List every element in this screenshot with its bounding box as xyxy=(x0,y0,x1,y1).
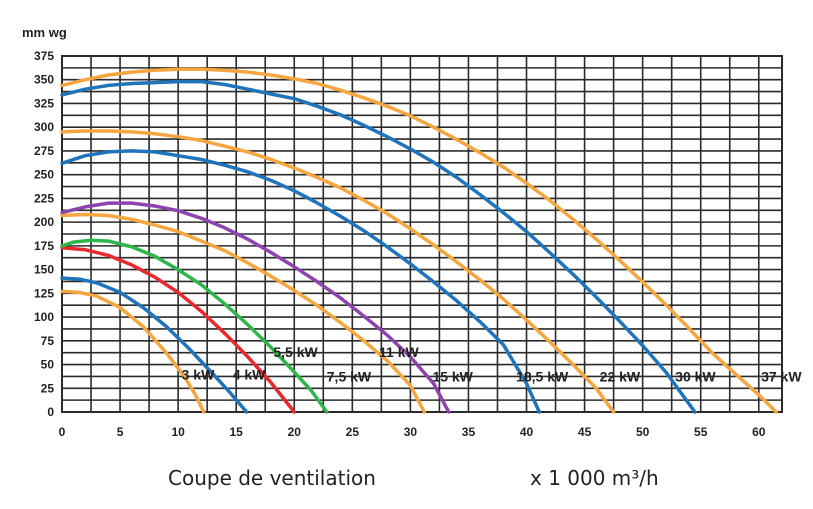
curve-labels: 3 kW 4 kW 5,5 kW 7,5 kW 11 kW 15 kW 18,5 kW 22 … xyxy=(182,344,803,385)
y-axis-label: mm wg xyxy=(22,25,67,40)
y-tick-label: 325 xyxy=(34,96,54,110)
x-axis-unit-label: x 1 000 m³/h xyxy=(530,466,659,490)
axes: 0255075100125150175200225250275300325350… xyxy=(34,49,766,439)
y-tick-label: 250 xyxy=(34,168,54,182)
y-tick-label: 150 xyxy=(34,263,54,277)
series-group xyxy=(60,67,778,414)
y-tick-label: 200 xyxy=(34,215,54,229)
y-tick-label: 125 xyxy=(34,286,54,300)
x-tick-label: 55 xyxy=(694,425,708,439)
x-tick-label: 45 xyxy=(578,425,592,439)
curve-label: 5,5 kW xyxy=(273,344,318,360)
x-tick-label: 0 xyxy=(59,425,66,439)
x-tick-label: 15 xyxy=(230,425,244,439)
series-line-22-kw xyxy=(60,129,616,414)
series-line-11-kw xyxy=(60,212,427,414)
curve-label: 15 kW xyxy=(432,369,473,385)
y-tick-label: 175 xyxy=(34,239,54,253)
series-line-18-5-kw xyxy=(60,149,542,414)
y-tick-label: 75 xyxy=(41,334,55,348)
series-line-30-kw xyxy=(60,79,697,414)
y-tick-label: 275 xyxy=(34,144,54,158)
y-tick-label: 300 xyxy=(34,120,54,134)
x-tick-label: 25 xyxy=(346,425,360,439)
series-line-3-kw xyxy=(60,289,206,414)
x-tick-label: 60 xyxy=(752,425,766,439)
y-tick-label: 350 xyxy=(34,73,54,87)
x-tick-label: 10 xyxy=(171,425,185,439)
x-tick-label: 50 xyxy=(636,425,650,439)
x-tick-label: 5 xyxy=(117,425,124,439)
series-line-7-5-kw xyxy=(60,238,329,414)
plot-frame xyxy=(61,55,783,413)
y-tick-label: 50 xyxy=(41,358,55,372)
x-axis-label: Coupe de ventilation xyxy=(168,466,376,490)
curve-label: 11 kW xyxy=(379,344,419,360)
series-line-37-kw xyxy=(60,67,778,414)
y-tick-label: 225 xyxy=(34,191,54,205)
x-tick-label: 40 xyxy=(520,425,534,439)
curve-label: 3 kW xyxy=(182,367,215,383)
series-line-4-kw xyxy=(60,276,249,414)
y-tick-label: 375 xyxy=(34,49,54,63)
series-line-15-kw xyxy=(60,201,451,414)
y-tick-label: 0 xyxy=(47,405,54,419)
curve-label: 30 kW xyxy=(675,369,716,385)
y-tick-label: 25 xyxy=(41,381,55,395)
curve-label: 7,5 kW xyxy=(327,369,372,385)
curve-label: 18,5 kW xyxy=(516,369,569,385)
y-tick-label: 100 xyxy=(34,310,54,324)
curve-label: 37 kW xyxy=(761,369,802,385)
grid xyxy=(61,55,783,413)
fan-curve-chart: mm wg 0255075100125150175200225250275300… xyxy=(22,25,803,439)
x-tick-label: 20 xyxy=(288,425,302,439)
curve-label: 4 kW xyxy=(233,367,266,383)
x-tick-label: 35 xyxy=(462,425,476,439)
x-tick-label: 30 xyxy=(404,425,418,439)
series-line-5-5-kw xyxy=(60,246,297,414)
curve-label: 22 kW xyxy=(600,369,641,385)
